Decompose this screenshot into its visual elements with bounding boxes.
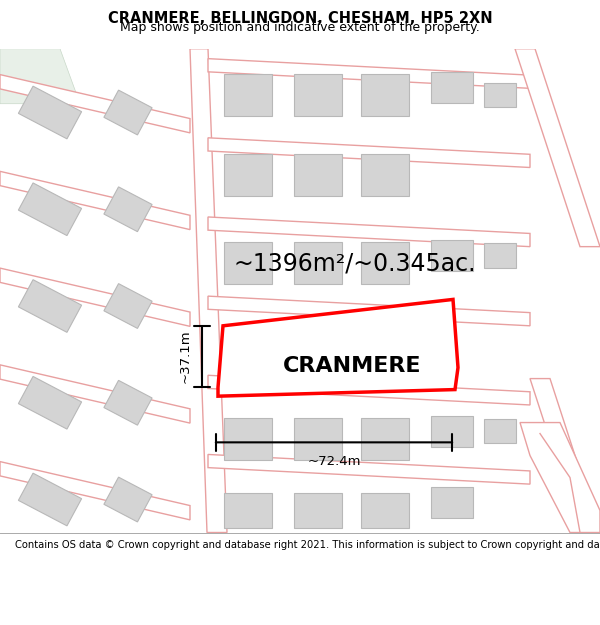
Polygon shape — [520, 422, 600, 532]
Bar — [104, 284, 152, 328]
Polygon shape — [190, 49, 227, 532]
Bar — [431, 488, 473, 518]
Text: Map shows position and indicative extent of the property.: Map shows position and indicative extent… — [120, 21, 480, 34]
Text: ~72.4m: ~72.4m — [307, 454, 361, 468]
Bar — [361, 418, 409, 460]
Polygon shape — [0, 558, 190, 617]
Bar — [294, 493, 342, 528]
Bar — [294, 154, 342, 196]
Bar — [294, 242, 342, 284]
Bar — [431, 416, 473, 447]
Bar — [224, 493, 272, 528]
Bar — [19, 86, 82, 139]
Bar — [19, 279, 82, 332]
Polygon shape — [208, 217, 530, 247]
Polygon shape — [0, 365, 190, 423]
Bar — [104, 477, 152, 522]
Bar — [224, 418, 272, 460]
Polygon shape — [0, 268, 190, 326]
Bar — [224, 154, 272, 196]
Bar — [104, 381, 152, 425]
Polygon shape — [218, 299, 458, 396]
Bar — [19, 183, 82, 236]
Polygon shape — [208, 138, 530, 168]
Polygon shape — [0, 74, 190, 133]
Bar — [294, 74, 342, 116]
Bar — [484, 83, 516, 107]
Bar — [19, 376, 82, 429]
Bar — [104, 90, 152, 135]
Bar — [484, 243, 516, 268]
Bar — [104, 187, 152, 232]
Polygon shape — [0, 462, 190, 520]
Text: CRANMERE, BELLINGDON, CHESHAM, HP5 2XN: CRANMERE, BELLINGDON, CHESHAM, HP5 2XN — [107, 11, 493, 26]
Polygon shape — [530, 379, 600, 532]
Bar — [431, 72, 473, 102]
Bar — [361, 154, 409, 196]
Bar — [361, 493, 409, 528]
Text: ~37.1m: ~37.1m — [179, 330, 191, 383]
Bar — [19, 473, 82, 526]
Text: CRANMERE: CRANMERE — [283, 356, 422, 376]
Text: Contains OS data © Crown copyright and database right 2021. This information is : Contains OS data © Crown copyright and d… — [15, 540, 600, 550]
Polygon shape — [515, 49, 600, 247]
Bar — [224, 74, 272, 116]
Polygon shape — [208, 454, 530, 484]
Bar — [224, 325, 272, 366]
Polygon shape — [208, 534, 530, 563]
Polygon shape — [208, 375, 530, 405]
Bar — [361, 242, 409, 284]
Bar — [484, 419, 516, 444]
Bar — [224, 242, 272, 284]
Polygon shape — [0, 49, 80, 104]
Polygon shape — [208, 59, 530, 88]
Bar — [431, 240, 473, 271]
Bar — [361, 74, 409, 116]
Polygon shape — [0, 171, 190, 229]
Bar — [294, 418, 342, 460]
Text: ~1396m²/~0.345ac.: ~1396m²/~0.345ac. — [234, 251, 476, 275]
Bar — [294, 325, 342, 366]
Polygon shape — [208, 296, 530, 326]
